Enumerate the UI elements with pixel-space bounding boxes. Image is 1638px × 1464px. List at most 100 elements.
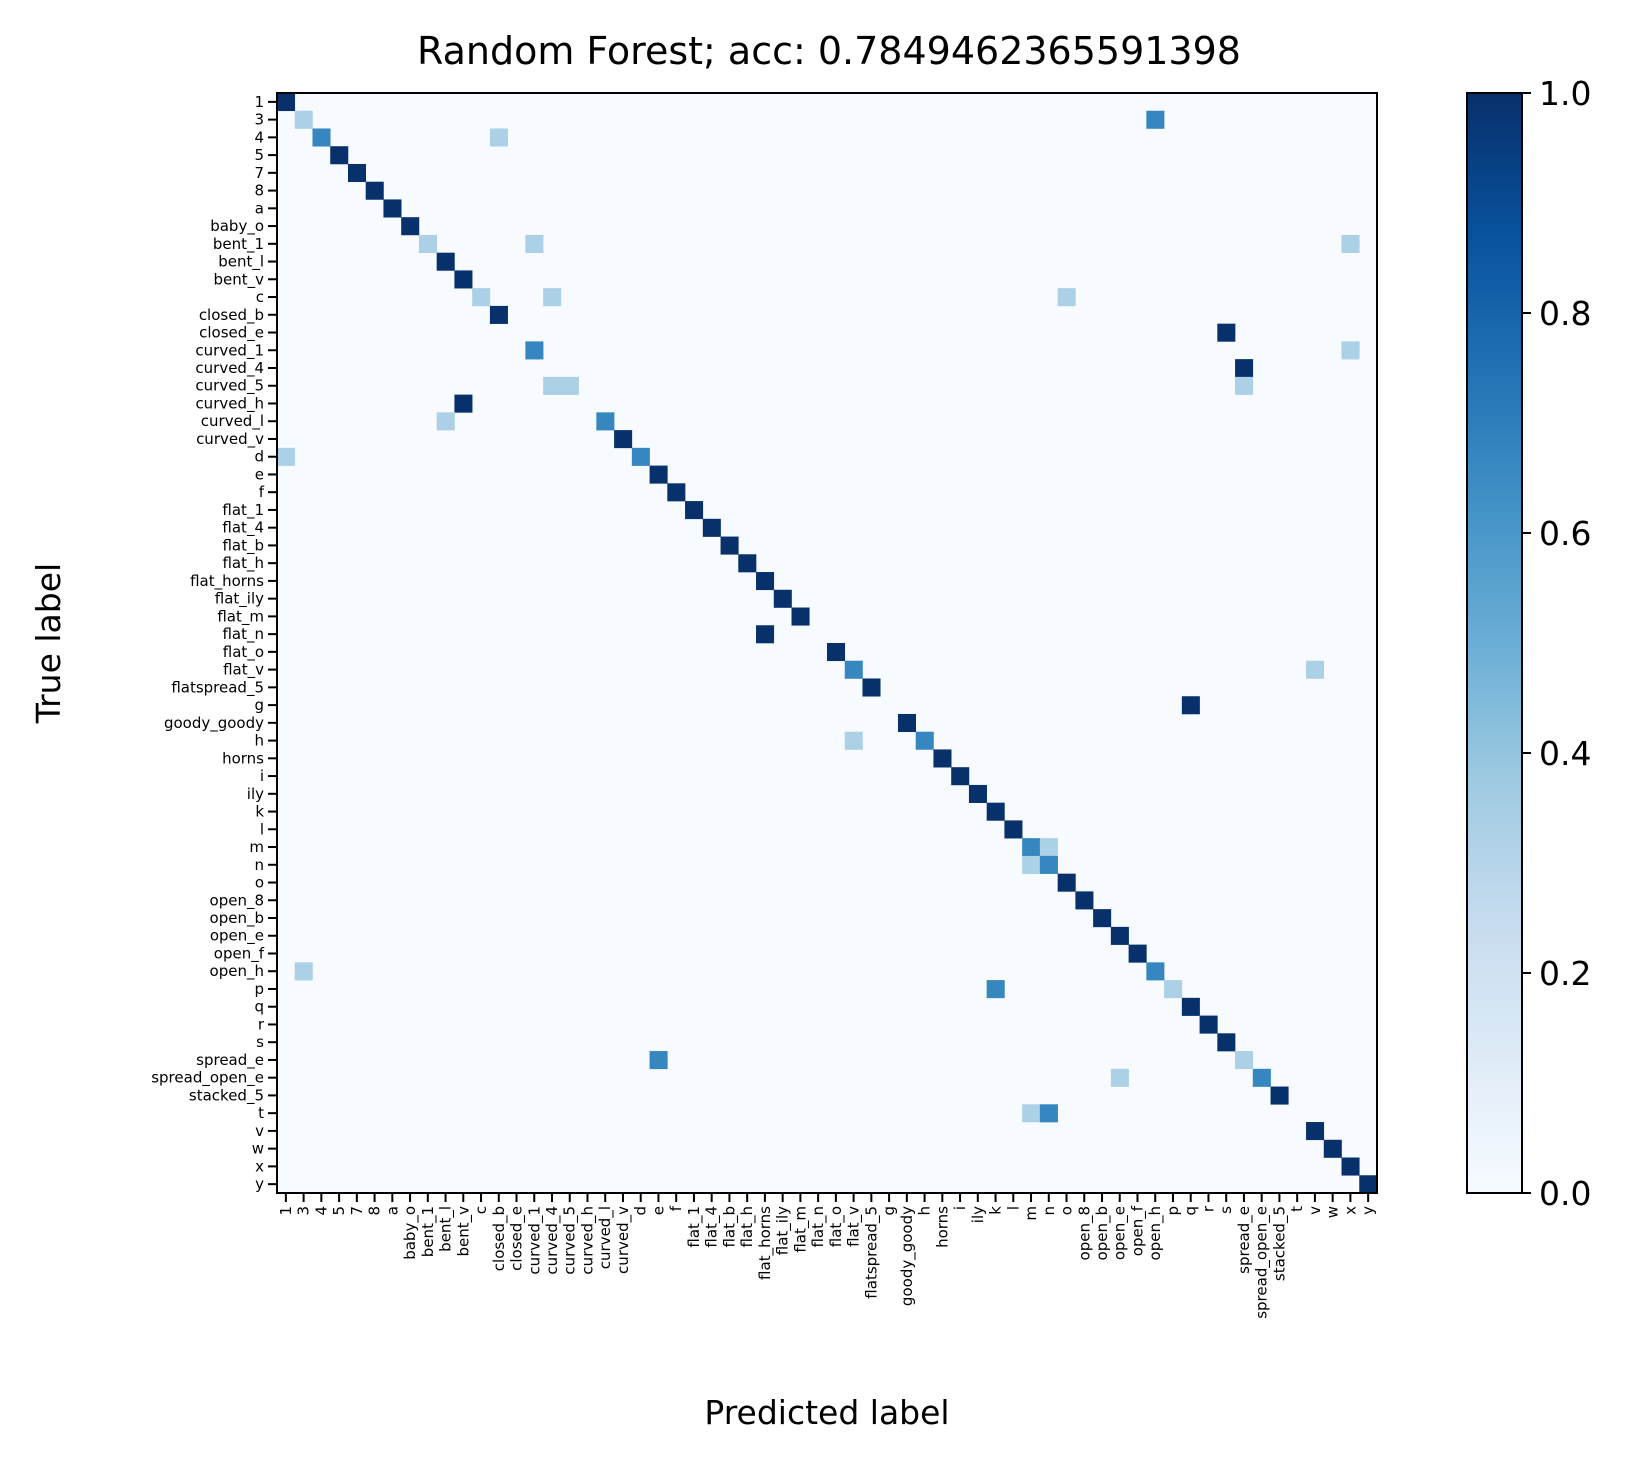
y-tick-label: curved_v — [196, 430, 264, 449]
y-tick-label: y — [255, 1175, 264, 1193]
cell-flatspread_5-flatspread_5 — [862, 678, 881, 697]
cell-e-e — [649, 465, 668, 484]
y-tick-label: open_e — [210, 927, 264, 946]
x-tick-label: p — [1164, 1206, 1182, 1216]
x-tick-label: open_f — [1128, 1205, 1147, 1256]
x-tick-label: flat_1 — [685, 1206, 704, 1248]
x-tick-label: closed_b — [490, 1206, 509, 1271]
y-tick-label: flat_o — [223, 643, 264, 662]
y-tick-label: curved_4 — [195, 359, 264, 378]
x-tick-label: horns — [933, 1206, 951, 1248]
x-tick-label: q — [1182, 1206, 1200, 1216]
y-tick-label: open_b — [210, 909, 264, 928]
y-tick-label: flat_v — [223, 661, 264, 680]
cell-goody_goody-goody_goody — [897, 713, 917, 733]
cell-s-s — [1217, 1033, 1236, 1052]
y-axis: 134578ababy_obent_1bent_lbent_vcclosed_b… — [151, 93, 277, 1193]
x-tick-label: bent_v — [454, 1206, 473, 1257]
x-tick-label: i — [951, 1206, 969, 1210]
cell-curved_5-spread_e — [1235, 376, 1254, 395]
cell-flat_n-flat_horns — [756, 625, 775, 644]
cell-curved_1-x — [1341, 341, 1360, 360]
y-tick-label: 4 — [254, 128, 264, 146]
cell-7-7 — [347, 163, 367, 183]
x-tick-label: h — [916, 1206, 934, 1216]
x-tick-label: bent_1 — [419, 1206, 438, 1257]
y-tick-label: flat_h — [222, 554, 264, 573]
colorbar-tick-label: 1.0 — [1539, 74, 1591, 113]
cell-h-h — [915, 731, 934, 750]
cell-q-q — [1181, 997, 1200, 1016]
x-tick-label: a — [383, 1206, 401, 1215]
x-tick-label: flat_4 — [703, 1206, 722, 1248]
y-tick-label: curved_5 — [195, 377, 264, 396]
y-tick-label: curved_1 — [195, 341, 264, 360]
cell-bent_l-bent_l — [436, 252, 455, 271]
x-tick-label: y — [1359, 1206, 1377, 1215]
y-tick-label: flat_horns — [190, 572, 264, 591]
colorbar-tick-label: 0.2 — [1539, 954, 1591, 993]
cell-curved_l-bent_l — [436, 412, 455, 431]
cell-m-m — [1022, 838, 1041, 857]
cell-i-i — [951, 767, 970, 786]
cell-curved_v-curved_v — [614, 430, 633, 449]
cell-spread_e-spread_e — [1235, 1051, 1254, 1070]
cell-open_f-open_f — [1128, 944, 1147, 963]
cell-h-flat_v — [844, 731, 863, 750]
cell-m-n — [1039, 838, 1058, 857]
cell-flat_horns-flat_horns — [756, 572, 775, 591]
x-axis-label: Predicted label — [704, 1393, 949, 1432]
x-tick-label: curved_5 — [561, 1206, 580, 1275]
y-tick-label: flat_b — [222, 536, 264, 555]
x-tick-label: spread_e — [1235, 1206, 1254, 1274]
cell-flat_1-flat_1 — [685, 501, 704, 520]
cell-flat_ily-flat_ily — [773, 589, 792, 608]
cell-stacked_5-stacked_5 — [1270, 1086, 1289, 1105]
y-tick-label: goody_goody — [164, 714, 264, 733]
cell-horns-horns — [933, 749, 952, 768]
y-tick-label: w — [252, 1140, 264, 1158]
y-tick-label: open_h — [210, 962, 264, 981]
x-tick-label: open_b — [1093, 1206, 1112, 1260]
x-tick-label: d — [632, 1206, 650, 1216]
colorbar-tick-label: 0.6 — [1539, 514, 1591, 553]
cell-flat_v-v — [1306, 660, 1325, 679]
cell-curved_5-curved_5 — [560, 376, 579, 395]
x-tick-label: curved_4 — [543, 1206, 562, 1275]
x-axis: 1 3 4 5 7 8 a baby_o bent_1 bent_l bent_v c closed_b… — [277, 1193, 1377, 1319]
x-tick-label: r — [1199, 1205, 1217, 1212]
y-tick-label: p — [254, 980, 264, 998]
cell-open_8-open_8 — [1075, 891, 1094, 910]
y-tick-label: bent_v — [213, 270, 264, 289]
x-tick-label: 8 — [366, 1206, 384, 1216]
y-tick-label: open_8 — [210, 891, 264, 910]
cell-r-r — [1199, 1015, 1218, 1034]
y-tick-label: v — [255, 1122, 264, 1140]
y-tick-label: g — [254, 696, 264, 714]
x-tick-label: v — [1306, 1206, 1324, 1215]
x-tick-label: 5 — [330, 1206, 348, 1216]
x-tick-label: curved_1 — [525, 1206, 544, 1275]
y-tick-label: ily — [247, 785, 264, 803]
x-tick-label: n — [1040, 1206, 1058, 1216]
cell-a-a — [383, 199, 402, 218]
cell-y-y — [1359, 1175, 1378, 1194]
y-tick-label: t — [258, 1104, 264, 1122]
y-tick-label: m — [249, 838, 264, 856]
x-tick-label: l — [1004, 1206, 1022, 1210]
y-tick-label: s — [256, 1033, 264, 1051]
y-tick-label: o — [255, 874, 264, 892]
cell-bent_v-bent_v — [454, 270, 473, 289]
x-tick-label: flat_ily — [774, 1206, 793, 1255]
y-tick-label: 5 — [254, 146, 264, 164]
cell-d-d — [631, 447, 650, 466]
cell-c-curved_4 — [543, 288, 562, 307]
y-tick-label: spread_e — [196, 1051, 264, 1070]
x-tick-label: open_h — [1146, 1206, 1165, 1260]
cell-p-p — [1164, 980, 1183, 999]
cell-x-x — [1341, 1157, 1360, 1176]
x-tick-label: curved_l — [596, 1206, 615, 1269]
cell-flat_h-flat_h — [738, 554, 757, 573]
cell-8-8 — [365, 181, 384, 200]
cell-open_h-open_h — [1146, 962, 1165, 981]
